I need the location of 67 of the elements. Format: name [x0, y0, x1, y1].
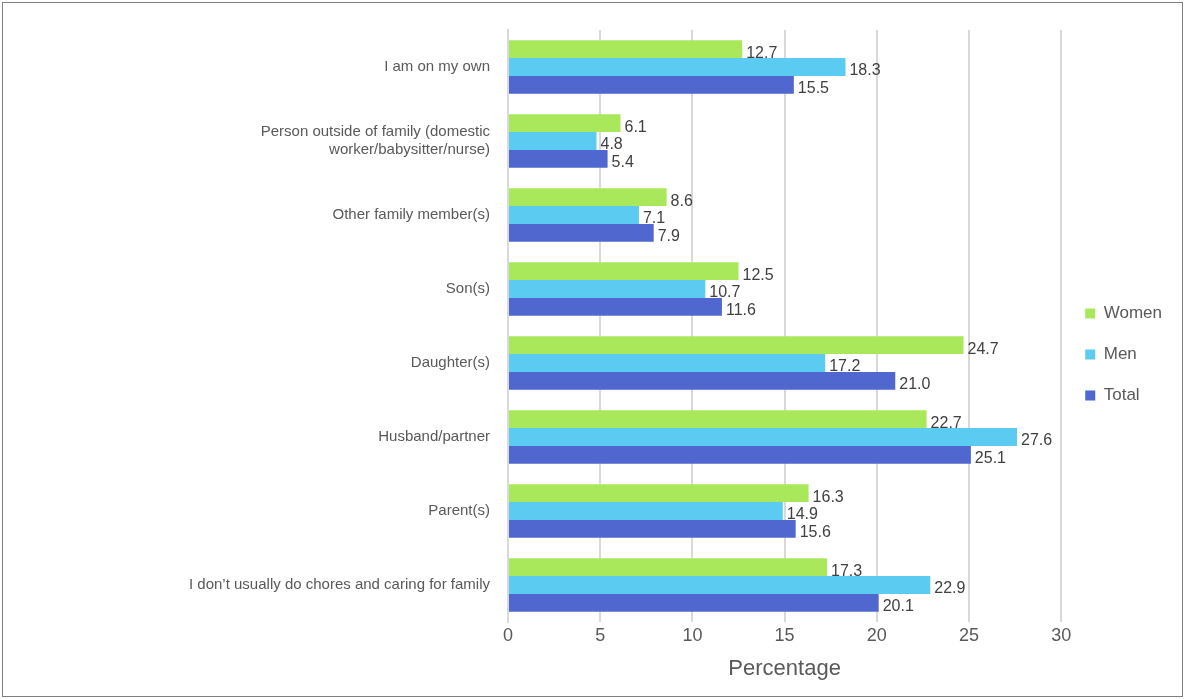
- x-tick-label: 25: [959, 624, 980, 645]
- x-tick-label: 20: [866, 624, 887, 645]
- x-tick-label: 5: [595, 624, 606, 645]
- data-label: 12.5: [742, 265, 774, 283]
- data-label: 21.0: [899, 375, 931, 393]
- data-label: 17.2: [829, 357, 861, 375]
- bar: [509, 558, 828, 577]
- data-label: 14.9: [786, 505, 819, 523]
- bar: [509, 354, 826, 372]
- data-label: 20.1: [882, 597, 914, 615]
- y-tick-label: Person outside of family (domestic worker/babysitter/nurse): [260, 122, 491, 158]
- bar: [509, 336, 964, 355]
- data-label: 4.8: [600, 135, 623, 153]
- bar: [509, 576, 931, 594]
- data-label: 25.1: [974, 449, 1007, 467]
- bar: [509, 484, 809, 503]
- data-label: 7.9: [657, 227, 681, 245]
- bar: [509, 75, 794, 94]
- y-tick-label: Parent(s): [428, 501, 490, 519]
- data-label: 27.6: [1020, 431, 1053, 449]
- x-tick-label: 10: [682, 624, 703, 645]
- legend-label: Women: [1103, 303, 1162, 323]
- y-tick-label: I don’t usually do chores and caring for family: [189, 575, 491, 593]
- data-label: 6.1: [624, 117, 647, 135]
- y-tick-label: I am on my own: [384, 57, 490, 75]
- data-label: 18.3: [849, 61, 881, 79]
- data-label: 11.6: [725, 301, 756, 319]
- bar: [509, 114, 621, 133]
- x-tick-label: 15: [774, 624, 795, 645]
- x-tick-label: 30: [1051, 624, 1072, 645]
- bar: [509, 593, 879, 612]
- bar: [509, 428, 1017, 446]
- y-tick-label: Other family member(s): [332, 205, 490, 223]
- bar: [509, 445, 971, 464]
- y-tick-label: Daughter(s): [410, 353, 490, 371]
- data-label: 12.7: [746, 43, 778, 61]
- bar: [509, 223, 654, 242]
- y-tick-label: Husband/partner: [378, 427, 490, 445]
- bar: [509, 262, 739, 281]
- data-label: 10.7: [709, 283, 741, 301]
- data-label: 8.6: [670, 191, 693, 209]
- bar: [509, 40, 743, 59]
- data-label: 15.6: [799, 523, 831, 541]
- data-label: 7.1: [642, 209, 666, 227]
- bar: [509, 519, 796, 538]
- data-label: 16.3: [812, 487, 844, 505]
- data-label: 24.7: [967, 339, 999, 357]
- bar: [509, 149, 608, 168]
- bar: [509, 58, 846, 76]
- legend-label: Men: [1103, 344, 1137, 364]
- data-label: 22.7: [930, 413, 962, 431]
- data-label: 15.5: [797, 79, 830, 97]
- bar: [509, 502, 783, 520]
- bar: [509, 132, 597, 150]
- bar: [509, 280, 706, 298]
- legend-label: Total: [1103, 385, 1140, 405]
- bar: [509, 371, 896, 390]
- bar: [509, 410, 927, 429]
- bar: [509, 206, 639, 224]
- data-label: 5.4: [611, 153, 634, 171]
- x-axis-title: Percentage: [728, 654, 841, 680]
- x-tick-label: 0: [502, 624, 514, 645]
- bar: [509, 188, 667, 207]
- data-label: 17.3: [831, 561, 863, 579]
- y-tick-label: Son(s): [445, 279, 490, 297]
- bar: [509, 297, 722, 316]
- data-label: 22.9: [934, 579, 966, 597]
